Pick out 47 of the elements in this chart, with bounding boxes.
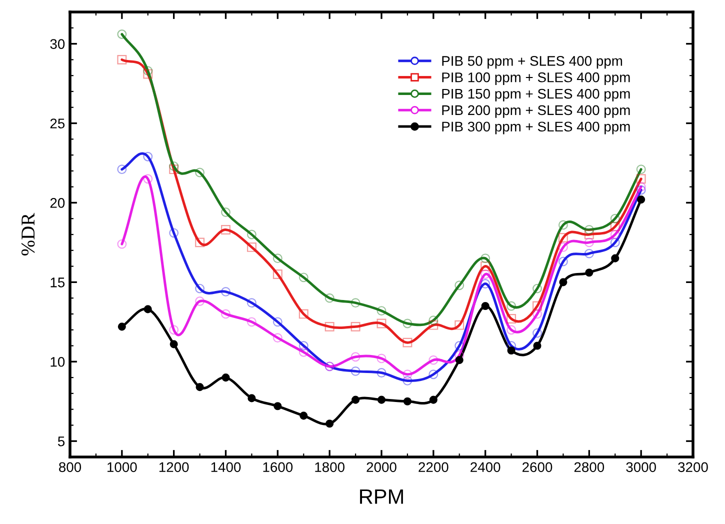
point	[455, 356, 464, 364]
legend-label: PIB 150 ppm + SLES 400 ppm	[442, 88, 630, 102]
point	[170, 340, 178, 348]
point	[429, 396, 438, 404]
x-tick-label: 1800	[315, 462, 344, 472]
x-tick-label: 3200	[678, 462, 708, 472]
point	[248, 394, 256, 402]
x-tick-label: 3000	[626, 462, 656, 472]
x-tick-label: 800	[59, 462, 82, 472]
x-tick-label: 1400	[211, 462, 241, 472]
point	[585, 268, 594, 277]
y-tick-label: 15	[50, 278, 65, 288]
point	[481, 302, 490, 310]
x-axis-title: RPM	[360, 489, 403, 504]
point	[637, 196, 646, 204]
x-tick-label: 1200	[159, 462, 189, 472]
legend-label: PIB 50 ppm + SLES 400 ppm	[442, 56, 622, 69]
point	[611, 254, 620, 262]
y-tick-label: 5	[58, 436, 65, 446]
point	[507, 346, 516, 355]
point	[144, 305, 152, 314]
point	[377, 396, 386, 404]
point	[300, 412, 308, 420]
legend-label: PIB 200 ppm + SLES 400 ppm	[442, 105, 630, 118]
x-tick-label: 1600	[263, 462, 293, 472]
x-tick-label: 1000	[108, 462, 137, 472]
point	[274, 402, 282, 410]
y-tick-label: 20	[50, 198, 65, 208]
point	[533, 342, 542, 350]
x-tick-label: 2800	[574, 462, 604, 472]
y-axis-title: %DR	[22, 212, 35, 256]
point	[326, 420, 334, 428]
legend-label: PIB 100 ppm + SLES 400 ppm	[442, 72, 630, 86]
point	[118, 322, 126, 331]
point	[196, 383, 204, 392]
point	[352, 396, 360, 404]
x-tick-label: 2000	[366, 462, 396, 472]
y-tick-label: 10	[50, 356, 65, 367]
legend-label: PIB 300 ppm + SLES 400 ppm	[442, 122, 630, 134]
x-tick-label: 2200	[418, 462, 448, 472]
y-tick-label: 25	[50, 118, 65, 128]
x-tick-label: 2400	[470, 462, 500, 472]
y-tick-label: 30	[50, 39, 65, 49]
point	[222, 374, 230, 382]
point	[559, 278, 568, 286]
x-tick-label: 2600	[522, 462, 552, 472]
point	[403, 397, 412, 406]
